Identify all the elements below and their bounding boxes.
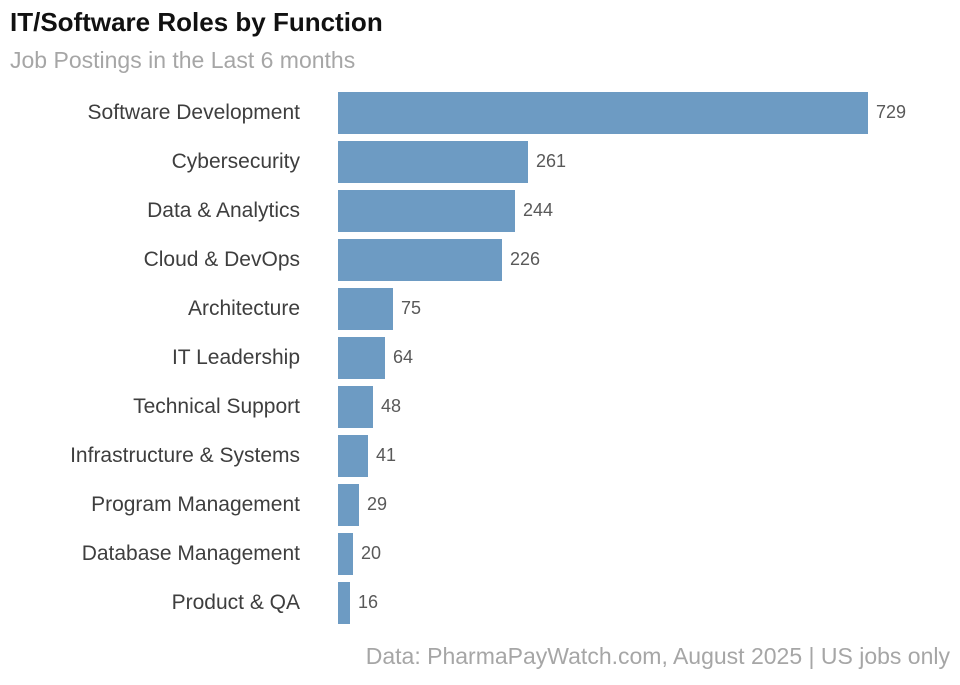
value-label: 729	[876, 102, 907, 123]
value-label: 226	[510, 249, 541, 270]
bar-track: 226	[338, 238, 960, 281]
bar	[338, 287, 393, 330]
value-label: 48	[381, 396, 402, 417]
chart-row: Architecture 75	[0, 284, 960, 333]
value-label: 261	[536, 151, 567, 172]
chart-row: Program Management 29	[0, 480, 960, 529]
bar	[338, 336, 385, 379]
category-label: Cybersecurity	[171, 149, 300, 173]
category-label: Database Management	[81, 541, 300, 565]
value-label: 64	[393, 347, 414, 368]
chart-title: IT/Software Roles by Function	[10, 7, 383, 37]
category-label: Technical Support	[133, 394, 300, 418]
bar-track: 20	[338, 532, 960, 575]
chart-row: IT Leadership 64	[0, 333, 960, 382]
bar-track: 16	[338, 581, 960, 624]
bar	[338, 581, 350, 624]
bar-track: 244	[338, 189, 960, 232]
category-label: Software Development	[87, 100, 300, 124]
chart-row: Cybersecurity 261	[0, 137, 960, 186]
bar	[338, 385, 373, 428]
bar-chart: Software Development 729 Cybersecurity 2…	[0, 88, 960, 627]
chart-row: Infrastructure & Systems 41	[0, 431, 960, 480]
bar-track: 29	[338, 483, 960, 526]
bar-track: 48	[338, 385, 960, 428]
bar-track: 41	[338, 434, 960, 477]
bar	[338, 483, 359, 526]
bar	[338, 91, 868, 134]
bar-track: 64	[338, 336, 960, 379]
category-label: Program Management	[91, 492, 300, 516]
source-note: Data: PharmaPayWatch.com, August 2025 | …	[365, 643, 950, 670]
chart-row: Software Development 729	[0, 88, 960, 137]
bar-track: 729	[338, 91, 960, 134]
value-label: 20	[361, 543, 382, 564]
bar	[338, 434, 368, 477]
bar-track: 261	[338, 140, 960, 183]
bar	[338, 532, 353, 575]
chart-subtitle: Job Postings in the Last 6 months	[10, 46, 356, 73]
chart-row: Product & QA 16	[0, 578, 960, 627]
chart-row: Database Management 20	[0, 529, 960, 578]
value-label: 29	[367, 494, 388, 515]
bar-track: 75	[338, 287, 960, 330]
chart-rows: Software Development 729 Cybersecurity 2…	[0, 88, 960, 627]
chart-header: IT/Software Roles by Function Job Postin…	[0, 0, 960, 74]
category-label: IT Leadership	[171, 345, 300, 369]
category-label: Architecture	[187, 296, 300, 320]
category-label: Infrastructure & Systems	[70, 443, 300, 467]
category-label: Product & QA	[171, 590, 300, 614]
value-label: 41	[376, 445, 397, 466]
bar	[338, 238, 502, 281]
chart-row: Cloud & DevOps 226	[0, 235, 960, 284]
value-label: 16	[358, 592, 379, 613]
category-label: Data & Analytics	[147, 198, 300, 222]
chart-row: Technical Support 48	[0, 382, 960, 431]
value-label: 244	[523, 200, 554, 221]
chart-row: Data & Analytics 244	[0, 186, 960, 235]
bar	[338, 189, 515, 232]
value-label: 75	[401, 298, 422, 319]
bar	[338, 140, 528, 183]
category-label: Cloud & DevOps	[143, 247, 300, 271]
